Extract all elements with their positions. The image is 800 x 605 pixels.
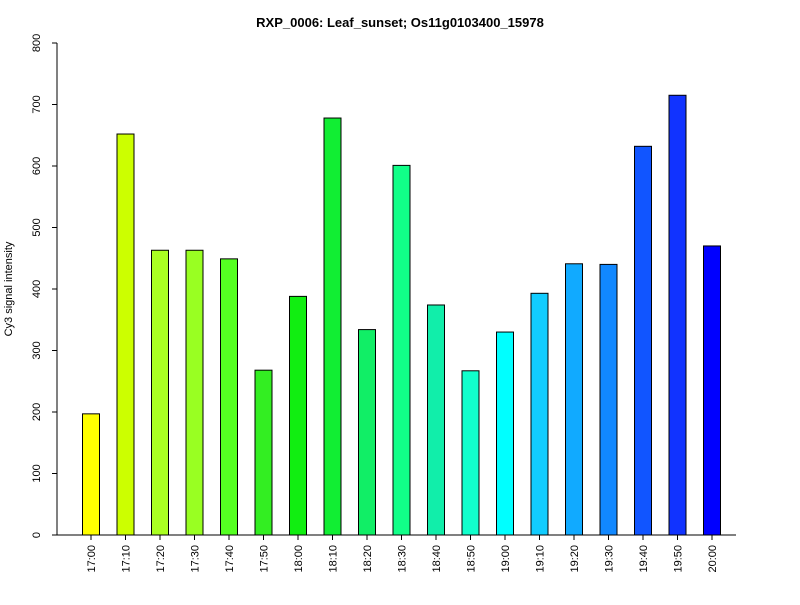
chart-title: RXP_0006: Leaf_sunset; Os11g0103400_1597… bbox=[256, 15, 544, 30]
bars-group bbox=[82, 94, 721, 536]
x-tick-label: 17:20 bbox=[155, 545, 167, 573]
x-tick-label: 17:50 bbox=[259, 545, 271, 573]
y-tick-label: 100 bbox=[31, 464, 43, 482]
y-ticks-group: 0 100 200 300 400 500 600 700 800 bbox=[31, 34, 57, 538]
x-tick-label: 17:40 bbox=[224, 545, 236, 573]
x-tick-label: 18:20 bbox=[362, 545, 374, 573]
bar-1850 bbox=[461, 370, 480, 536]
x-tick-label: 19:10 bbox=[535, 545, 547, 573]
y-tick-label: 600 bbox=[31, 157, 43, 175]
x-tick-label: 17:10 bbox=[121, 545, 133, 573]
bar-1810 bbox=[323, 117, 342, 536]
x-ticks-group: 17:00 17:10 17:20 17:30 17:40 17:50 18:00 18:10… bbox=[86, 535, 719, 573]
x-tick-label: 19:00 bbox=[500, 545, 512, 573]
bar-1930 bbox=[599, 263, 618, 536]
bar-1900 bbox=[496, 331, 514, 536]
y-tick-label: 400 bbox=[31, 280, 43, 298]
bar-1820 bbox=[358, 329, 376, 536]
x-tick-label: 20:00 bbox=[707, 545, 719, 573]
bar-1830 bbox=[392, 164, 411, 536]
bar-1740 bbox=[220, 258, 238, 536]
x-tick-label: 18:00 bbox=[293, 545, 305, 573]
x-tick-label: 19:40 bbox=[638, 545, 650, 573]
x-tick-label: 17:00 bbox=[86, 545, 98, 573]
bar-1840 bbox=[427, 304, 445, 536]
bar-1720 bbox=[151, 249, 169, 536]
y-tick-label: 800 bbox=[31, 34, 43, 52]
bar-1730 bbox=[185, 249, 204, 536]
x-tick-label: 19:20 bbox=[569, 545, 581, 573]
y-tick-label: 200 bbox=[31, 403, 43, 421]
x-tick-label: 18:10 bbox=[328, 545, 340, 573]
x-tick-label: 17:30 bbox=[190, 545, 202, 573]
x-tick-label: 18:30 bbox=[397, 545, 409, 573]
bar-1710 bbox=[116, 133, 135, 536]
bar-1940 bbox=[634, 145, 652, 536]
x-tick-label: 18:50 bbox=[466, 545, 478, 573]
y-tick-label: 0 bbox=[31, 532, 43, 538]
x-tick-label: 18:40 bbox=[431, 545, 443, 573]
bar-1910 bbox=[530, 292, 549, 536]
bar-1750 bbox=[254, 369, 273, 536]
y-tick-label: 300 bbox=[31, 341, 43, 359]
x-tick-label: 19:30 bbox=[604, 545, 616, 573]
bar-2000 bbox=[703, 245, 721, 536]
x-tick-label: 19:50 bbox=[673, 545, 685, 573]
bar-1800 bbox=[289, 295, 307, 536]
y-axis-label: Cy3 signal intensity bbox=[3, 241, 15, 336]
y-tick-label: 700 bbox=[31, 95, 43, 113]
bar-1700 bbox=[82, 413, 100, 536]
y-tick-label: 500 bbox=[31, 218, 43, 236]
bar-1920 bbox=[565, 263, 583, 536]
bar-1950 bbox=[668, 94, 687, 536]
